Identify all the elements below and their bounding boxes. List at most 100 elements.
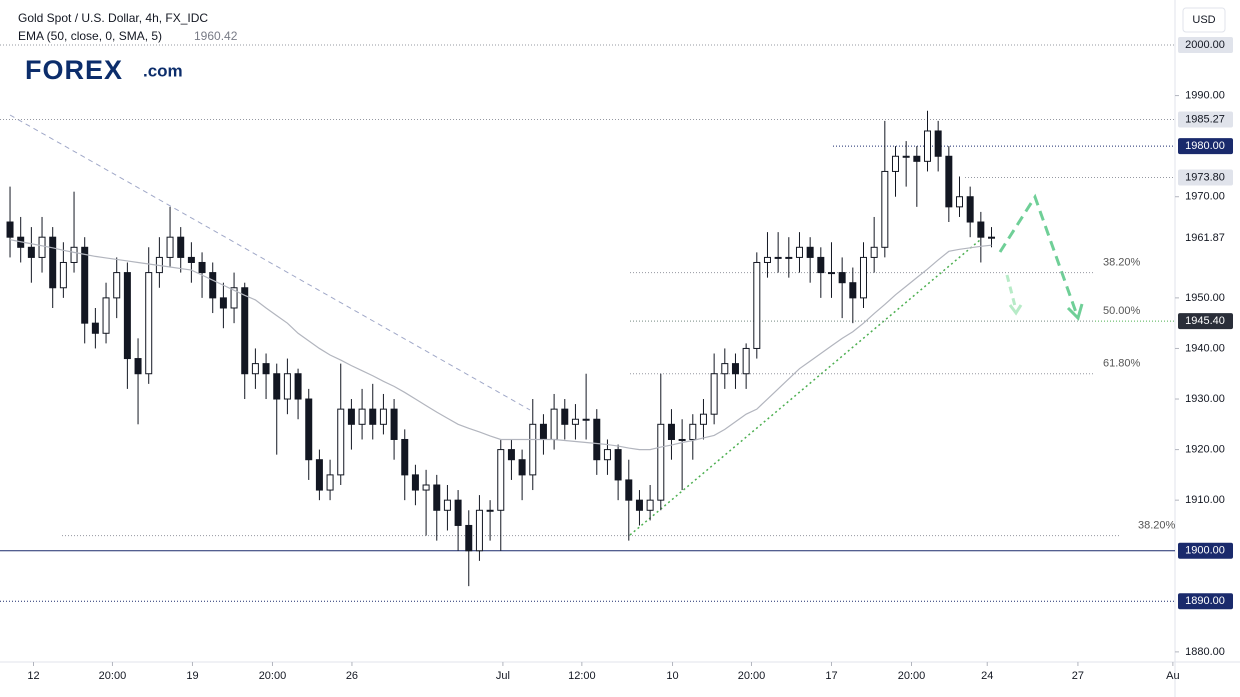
candle-body: [625, 479, 633, 501]
candle-body: [305, 398, 313, 461]
y-tick-label: 1930.00: [1185, 393, 1225, 405]
candle-body: [219, 297, 227, 309]
candle-body: [870, 246, 878, 258]
candle-body: [358, 408, 366, 425]
candle-body: [475, 509, 483, 552]
arrow-head: [1008, 304, 1023, 316]
candle-body: [923, 130, 931, 162]
candle-body: [123, 272, 131, 360]
candle-body: [337, 408, 345, 476]
candle-body: [881, 170, 889, 248]
candle-body: [710, 373, 718, 415]
level-box: [1178, 593, 1233, 610]
candle-body: [81, 246, 89, 324]
candle-body: [443, 499, 451, 511]
candle-body: [721, 363, 729, 375]
candle-body: [817, 256, 825, 274]
candle-body: [827, 272, 835, 275]
x-tick-label: Jul: [496, 670, 510, 682]
x-tick-label: 12: [27, 670, 39, 682]
candle-body: [262, 363, 270, 375]
level-label: 1900.00: [1185, 545, 1225, 557]
candle-body: [91, 322, 99, 334]
candle-body: [593, 418, 601, 461]
level-label: 1945.40: [1185, 315, 1225, 327]
candle-body: [635, 499, 643, 511]
candle-body: [966, 196, 974, 223]
candle-body: [411, 474, 419, 491]
level-label: 1985.27: [1185, 113, 1225, 125]
projection-arrow: [1005, 274, 1018, 311]
candle-body: [27, 246, 35, 258]
level-box: [1178, 37, 1233, 54]
candle-body: [956, 196, 964, 208]
candle-body: [230, 287, 238, 309]
y-tick-label: 1880.00: [1185, 646, 1225, 658]
x-tick-label: 10: [666, 670, 678, 682]
candle-body: [689, 423, 697, 440]
candle-body: [390, 408, 398, 440]
last-price-label: 1961.87: [1185, 232, 1225, 244]
candle-body: [902, 155, 910, 158]
fib-label: 38.20%: [1138, 519, 1176, 531]
candle-body: [763, 256, 771, 263]
candle-body: [326, 474, 334, 491]
x-tick-label: 20:00: [99, 670, 127, 682]
x-tick-label: 27: [1072, 670, 1084, 682]
candle-body: [518, 459, 526, 476]
trend-line: [629, 239, 981, 536]
projection-arrow: [998, 193, 1080, 319]
candle-body: [945, 155, 953, 208]
candle-body: [838, 272, 846, 284]
candle-body: [742, 347, 750, 375]
candle-body: [849, 282, 857, 299]
candle-body: [347, 408, 355, 425]
candle-body: [699, 413, 707, 425]
candle-body: [486, 509, 494, 512]
arrow-head: [1066, 303, 1084, 321]
candle-body: [646, 499, 654, 511]
x-tick-label: 19: [186, 670, 198, 682]
candle-body: [134, 358, 142, 375]
y-tick-label: 1940.00: [1185, 342, 1225, 354]
candle-body: [614, 449, 622, 481]
x-tick-label: 26: [346, 670, 358, 682]
currency-box[interactable]: [1182, 7, 1226, 33]
candle-body: [657, 423, 665, 501]
level-box: [1178, 542, 1233, 559]
candle-body: [38, 236, 46, 258]
candle-body: [251, 363, 259, 375]
y-tick-label: 1990.00: [1185, 89, 1225, 101]
ema-line: [9, 239, 992, 451]
x-tick-label: 17: [825, 670, 837, 682]
currency[interactable]: USD: [1192, 14, 1215, 26]
candle-body: [550, 408, 558, 440]
indicator-value: 1960.42: [194, 29, 238, 43]
fib-label: 38.20%: [1103, 256, 1141, 268]
candle-body: [497, 449, 505, 511]
x-tick-label: 20:00: [738, 670, 766, 682]
fib-label: 50.00%: [1103, 305, 1141, 317]
candle-body: [315, 459, 323, 491]
level-label: 1890.00: [1185, 595, 1225, 607]
level-label: 1973.80: [1185, 171, 1225, 183]
candle-body: [785, 256, 793, 259]
level-box: [1178, 111, 1233, 128]
candle-body: [667, 423, 675, 440]
candle-body: [774, 256, 782, 259]
candle-body: [113, 272, 121, 299]
candle-body: [539, 423, 547, 440]
logo: FOREX: [25, 55, 123, 85]
candle-body: [369, 408, 377, 425]
candle-body: [806, 246, 814, 258]
x-tick-label: 20:00: [259, 670, 287, 682]
candle-body: [571, 418, 579, 425]
candle-body: [241, 287, 249, 375]
candle-body: [422, 484, 430, 491]
candle-body: [209, 272, 217, 299]
candle-body: [753, 261, 761, 349]
candle-body: [795, 246, 803, 258]
candle-body: [187, 256, 195, 263]
candle-body: [934, 130, 942, 157]
